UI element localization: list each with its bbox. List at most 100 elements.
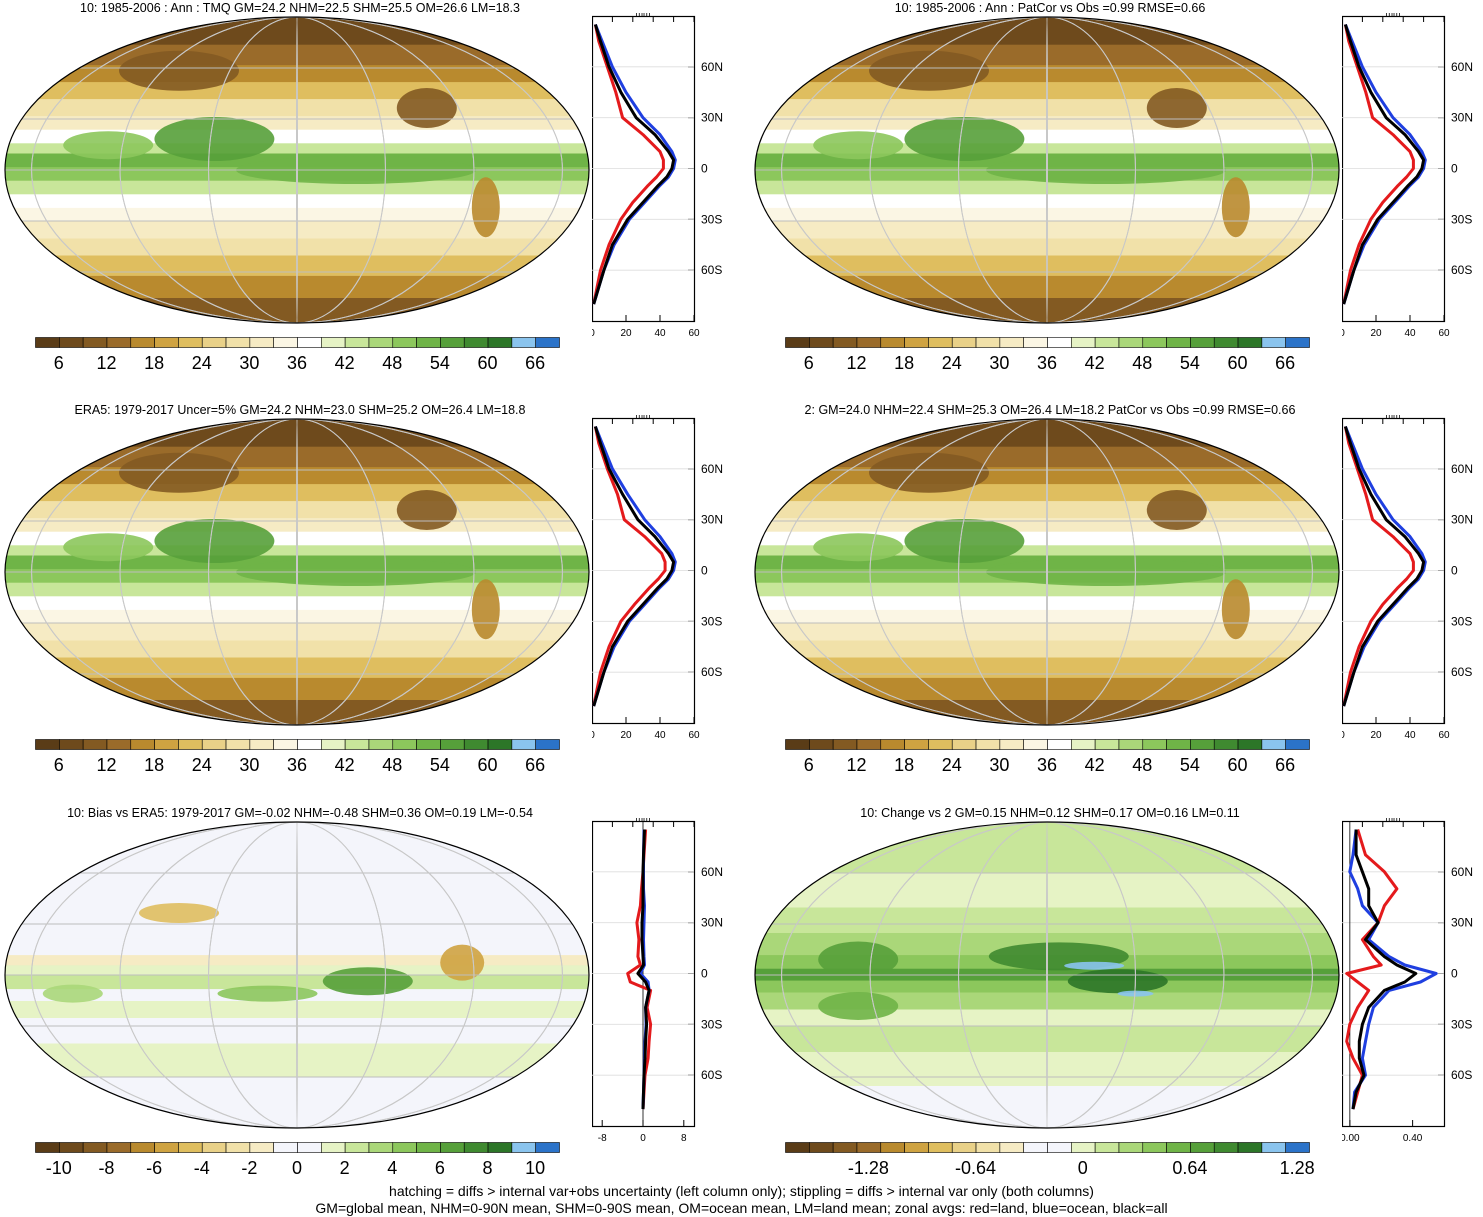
graticule-lon (1046, 419, 1048, 725)
zonal-xtick-label: -8 (598, 1133, 607, 1144)
colorbar-bin (535, 739, 560, 750)
colorbar-label: 42 (1085, 353, 1105, 373)
zonal-unit-label: mm (636, 13, 651, 18)
field-feature (396, 88, 457, 128)
zonal-xtick-label: 40 (654, 328, 666, 339)
panel-title: ERA5: 1979-2017 Uncer=5% GM=24.2 NHM=23.… (74, 403, 526, 417)
colorbar-label: 48 (382, 755, 402, 775)
colorbar-bin (809, 1142, 834, 1153)
zonal-average-plot: mm -8 0 8 60N 30N 0 30S 60S (592, 818, 723, 1144)
colorbar-label: 6 (804, 755, 814, 775)
zonal-ytick-label: 60S (701, 1068, 722, 1082)
graticule-lon (869, 419, 1225, 725)
zonal-series-line (1351, 829, 1418, 1110)
colorbar-bin (154, 337, 179, 348)
zonal-xtick-label: 0 (592, 328, 595, 339)
field-feature (904, 519, 1025, 563)
zonal-ytick-label: 60S (701, 665, 722, 679)
colorbar-bin (130, 337, 155, 348)
colorbar-label: 0 (292, 1158, 302, 1178)
colorbar-bin (951, 739, 977, 750)
zonal-series-line (592, 426, 676, 707)
colorbar-bin (785, 337, 810, 348)
zonal-ytick-label: 30S (701, 212, 722, 226)
zonal-xtick-label: 0.00 (1342, 1133, 1360, 1144)
zonal-series-line (592, 24, 676, 305)
zonal-xtick-label: 20 (1370, 730, 1382, 741)
graticule-lon (296, 822, 298, 1128)
graticule-lon (119, 822, 475, 1128)
colorbar-bin (880, 739, 905, 750)
colorbar-bin (463, 739, 489, 750)
colorbar-bin (368, 739, 394, 750)
colorbar-bin (273, 1142, 298, 1153)
colorbar-label: 36 (287, 353, 307, 373)
colorbar-bin (880, 337, 905, 348)
graticule-lon (958, 419, 1136, 725)
zonal-average-plot: mm 0.00 0.40 60N 30N 0 30S 60S (1342, 818, 1473, 1144)
colorbar-bin (856, 337, 882, 348)
colorbar-label: 2 (340, 1158, 350, 1178)
field-feature (1117, 990, 1154, 997)
colorbar-label: 8 (483, 1158, 493, 1178)
colorbar-label: 48 (1132, 353, 1152, 373)
colorbar-bin (1118, 1142, 1144, 1153)
colorbar-label: -10 (46, 1158, 72, 1178)
field-feature (63, 131, 154, 160)
zonal-xtick-label: 60 (1438, 730, 1450, 741)
colorbar-bin (82, 337, 108, 348)
colorbar-bin (1237, 1142, 1263, 1153)
graticule-lon (119, 419, 475, 725)
zonal-xtick-label: 0 (592, 730, 595, 741)
colorbar-bin (59, 337, 84, 348)
colorbar-bin (273, 739, 298, 750)
colorbar: -1.28 -0.64 0 0.64 1.28 (785, 1142, 1315, 1178)
field-feature (1067, 969, 1168, 994)
colorbar-bin (1023, 1142, 1048, 1153)
graticule-lon (1046, 822, 1048, 1128)
colorbar-bin (321, 739, 346, 750)
colorbar-bin (82, 739, 108, 750)
colorbar-bin (59, 739, 84, 750)
zonal-series-line (1342, 426, 1415, 707)
colorbar-label: 54 (1180, 353, 1200, 373)
zonal-xtick-label: 40 (1404, 328, 1416, 339)
colorbar-bin (201, 739, 227, 750)
colorbar-bin (368, 337, 394, 348)
colorbar-label: 18 (144, 755, 164, 775)
field-feature (813, 533, 904, 562)
colorbar-bin (344, 739, 370, 750)
field-feature (813, 131, 904, 160)
zonal-unit-label: mm (1386, 818, 1401, 823)
zonal-xtick-label: 40 (1404, 730, 1416, 741)
colorbar-bin (106, 1142, 132, 1153)
colorbar-bin (106, 337, 132, 348)
colorbar-bin (1071, 1142, 1096, 1153)
colorbar-bin (1237, 739, 1263, 750)
field-feature (904, 117, 1025, 161)
colorbar-bin (440, 337, 465, 348)
field-feature (1146, 490, 1207, 530)
colorbar-bin (225, 337, 251, 348)
colorbar-label: 36 (1037, 353, 1057, 373)
colorbar-bin (535, 1142, 560, 1153)
colorbar-label: 24 (942, 353, 962, 373)
colorbar-bin (1166, 739, 1191, 750)
colorbar-label: 66 (525, 755, 545, 775)
colorbar-bin (1094, 337, 1120, 348)
colorbar-label: 48 (1132, 755, 1152, 775)
colorbar-label: 30 (239, 755, 259, 775)
zonal-xtick-label: 40 (654, 730, 666, 741)
graticule-lon (296, 419, 298, 725)
colorbar-bin (35, 1142, 60, 1153)
field-feature (471, 177, 500, 238)
zonal-average-plot: mm 0 20 40 60 60N 30N 0 30S 60S (1342, 13, 1473, 339)
colorbar-bin (1237, 337, 1263, 348)
colorbar-label: 66 (1275, 755, 1295, 775)
colorbar-label: 60 (478, 755, 498, 775)
zonal-ytick-label: 60N (1451, 60, 1473, 74)
colorbar-bin (975, 1142, 1001, 1153)
zonal-unit-label: mm (636, 415, 651, 420)
field-feature (1221, 177, 1250, 238)
colorbar-bin (1047, 337, 1072, 348)
